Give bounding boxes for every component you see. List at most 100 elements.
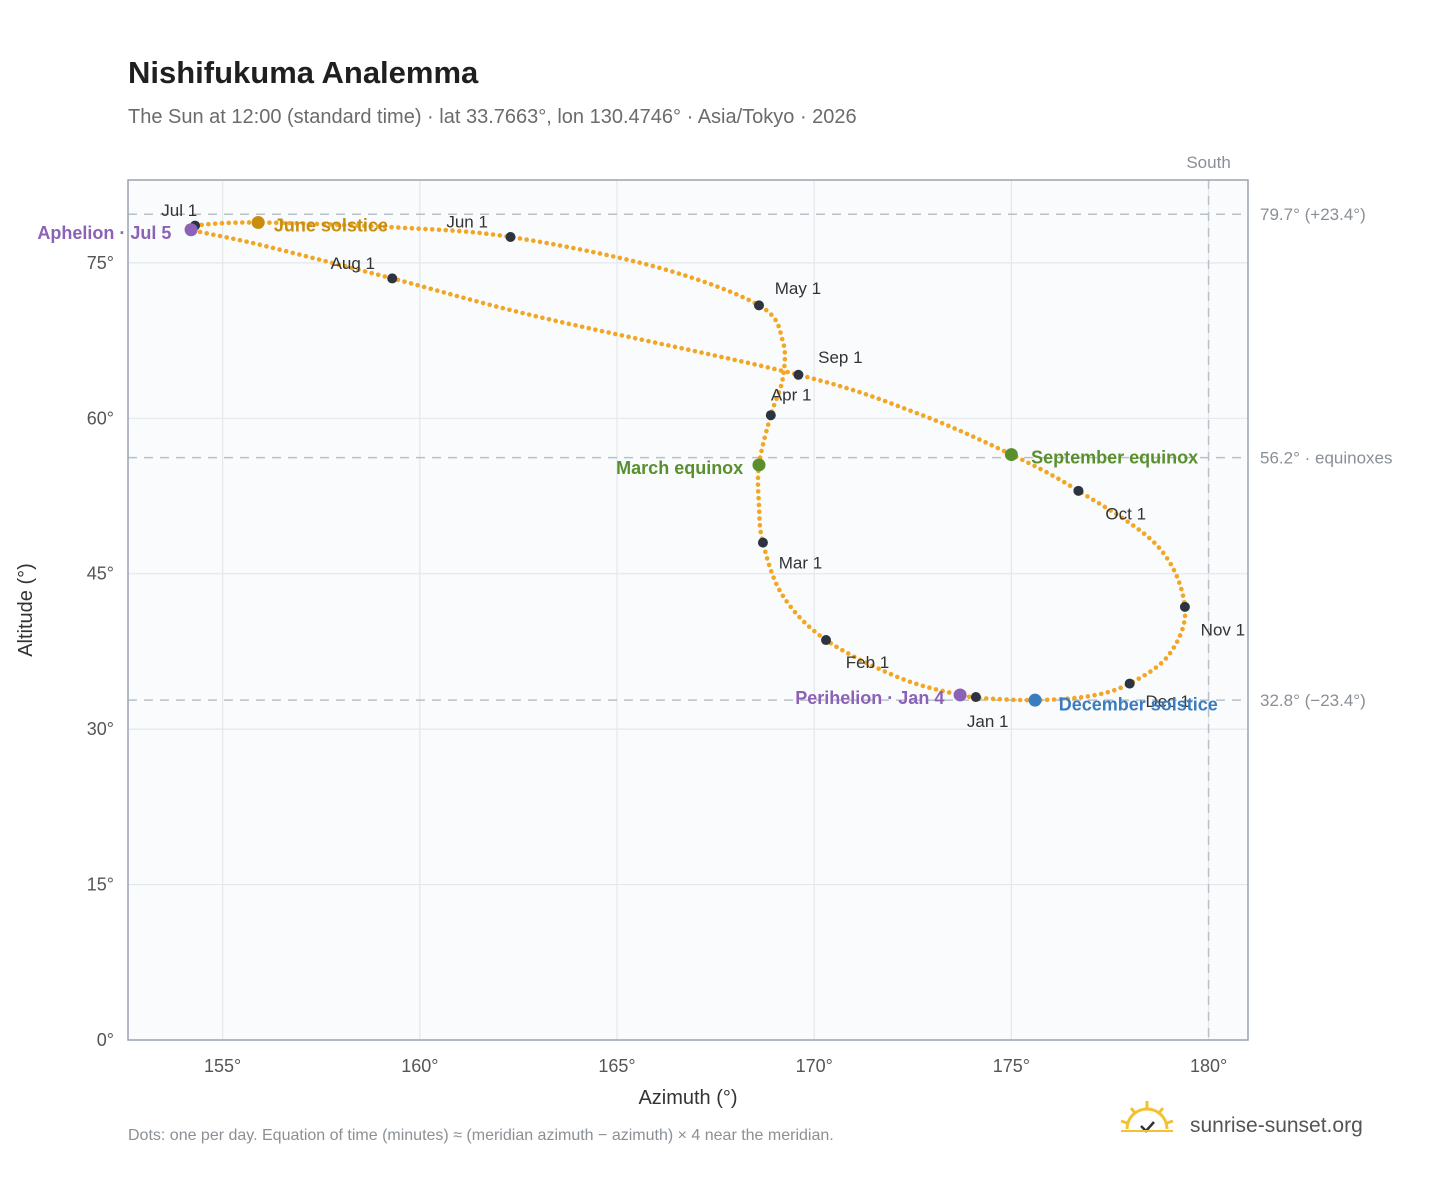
daily-sun-dot <box>267 220 272 225</box>
daily-sun-dot <box>777 587 782 593</box>
daily-sun-dot <box>316 257 322 262</box>
daily-sun-dot <box>517 236 523 241</box>
y-axis-label: Altitude (°) <box>15 563 37 657</box>
daily-sun-dot <box>863 392 869 397</box>
daily-sun-dot <box>1182 613 1188 619</box>
daily-sun-dot <box>226 220 232 226</box>
daily-sun-dot <box>457 228 462 234</box>
daily-sun-dot <box>290 250 296 256</box>
month-markers: Jan 1 Feb 1 Mar 1 Apr 1 May 1 Jun 1 Jul 1 Aug 1… <box>161 201 1245 731</box>
daily-sun-dot <box>766 562 772 568</box>
aphelion-marker <box>184 223 198 237</box>
daily-sun-dot <box>834 644 839 650</box>
month-label-jun-1: Jun 1 <box>446 212 488 231</box>
daily-sun-dot <box>204 231 210 236</box>
daily-sun-dot <box>721 286 727 292</box>
daily-sun-dot <box>776 390 782 395</box>
daily-sun-dot <box>818 378 823 383</box>
daily-sun-dot <box>217 233 223 239</box>
y-tick-label: 45° <box>87 564 114 584</box>
daily-sun-dot <box>870 394 875 399</box>
daily-sun-dot <box>1156 545 1162 550</box>
daily-sun-dot <box>212 221 218 226</box>
reference-lines: 79.7° (+23.4°) 56.2° · equinoxes 32.8° (−2… <box>128 205 1393 710</box>
daily-sun-dot <box>792 609 798 615</box>
daily-sun-dot <box>650 263 656 269</box>
daily-sun-dot <box>637 260 642 265</box>
daily-sun-dot <box>606 330 611 335</box>
daily-sun-dot <box>663 267 669 272</box>
daily-sun-dot <box>719 354 724 360</box>
daily-sun-dot <box>757 522 763 528</box>
daily-sun-dot <box>1090 497 1096 503</box>
daily-sun-dot <box>480 300 486 306</box>
daily-sun-dot <box>639 337 645 343</box>
daily-sun-dot <box>537 239 543 245</box>
daily-sun-dot <box>771 402 777 408</box>
daily-sun-dot <box>237 237 243 243</box>
daily-sun-dot <box>1171 567 1177 573</box>
daily-sun-dot <box>857 657 863 663</box>
daily-sun-dot <box>1032 463 1037 469</box>
daily-sun-dot <box>780 377 785 382</box>
month-label-mar-1: Mar 1 <box>779 553 822 572</box>
daily-sun-dot <box>784 599 789 604</box>
daily-sun-dot <box>571 245 576 251</box>
y-tick-label: 15° <box>87 875 114 895</box>
daily-sun-dot <box>283 248 289 254</box>
daily-sun-dot <box>811 376 817 382</box>
daily-sun-dot <box>870 663 875 669</box>
month-label-aug-1: Aug 1 <box>331 254 375 273</box>
daily-sun-dot <box>301 221 306 226</box>
daily-sun-dot <box>273 220 279 226</box>
daily-sun-dot <box>1118 685 1123 691</box>
daily-sun-dot <box>409 226 415 231</box>
daily-sun-dot <box>1130 523 1136 528</box>
daily-sun-dot <box>303 253 309 259</box>
daily-sun-dot <box>907 679 913 685</box>
daily-sun-dot <box>774 396 779 402</box>
daily-sun-dot <box>889 401 894 406</box>
daily-sun-dot <box>270 245 276 251</box>
daily-sun-dot <box>348 222 354 228</box>
reference-line-label: 32.8° (−23.4°) <box>1260 691 1366 710</box>
daily-sun-dot <box>244 239 249 244</box>
march-equinox-marker <box>752 458 766 472</box>
daily-sun-dot <box>785 369 790 375</box>
daily-sun-dot <box>1001 448 1007 454</box>
daily-sun-dot <box>368 223 374 229</box>
daily-sun-dot <box>1171 645 1177 650</box>
daily-sun-dot <box>782 363 787 369</box>
daily-sun-dot <box>632 335 638 341</box>
daily-sun-dot <box>705 351 711 357</box>
daily-sun-dot <box>1072 695 1077 701</box>
daily-sun-dot <box>788 604 794 610</box>
daily-sun-dot <box>759 448 764 454</box>
month-marker-may-1 <box>753 300 764 311</box>
daily-sun-dot <box>624 257 629 262</box>
daily-sun-dot <box>756 502 762 508</box>
daily-sun-dot <box>964 431 970 437</box>
daily-sun-dot <box>349 265 355 271</box>
month-label-oct-1: Oct 1 <box>1105 505 1146 524</box>
daily-sun-dot <box>546 317 552 322</box>
daily-sun-dot <box>773 317 778 323</box>
month-marker-oct-1 <box>1073 485 1084 496</box>
daily-sun-dot <box>531 238 536 244</box>
daily-sun-dot <box>323 258 328 264</box>
daily-sun-dot <box>1160 550 1166 556</box>
daily-sun-dot <box>507 307 512 313</box>
plot-area <box>128 180 1248 1040</box>
daily-sun-dot <box>219 220 225 226</box>
daily-sun-dot <box>500 305 506 311</box>
daily-sun-dot <box>257 242 263 248</box>
daily-sun-dot <box>513 309 519 314</box>
daily-sun-dot <box>233 220 238 225</box>
month-label-may-1: May 1 <box>775 279 821 298</box>
daily-sun-dot <box>746 297 751 303</box>
month-marker-aug-1 <box>387 273 398 284</box>
daily-sun-dot <box>1176 580 1182 585</box>
daily-sun-dot <box>463 229 469 234</box>
sun-logo-icon <box>1120 1101 1174 1133</box>
daily-sun-dot <box>1119 515 1125 521</box>
